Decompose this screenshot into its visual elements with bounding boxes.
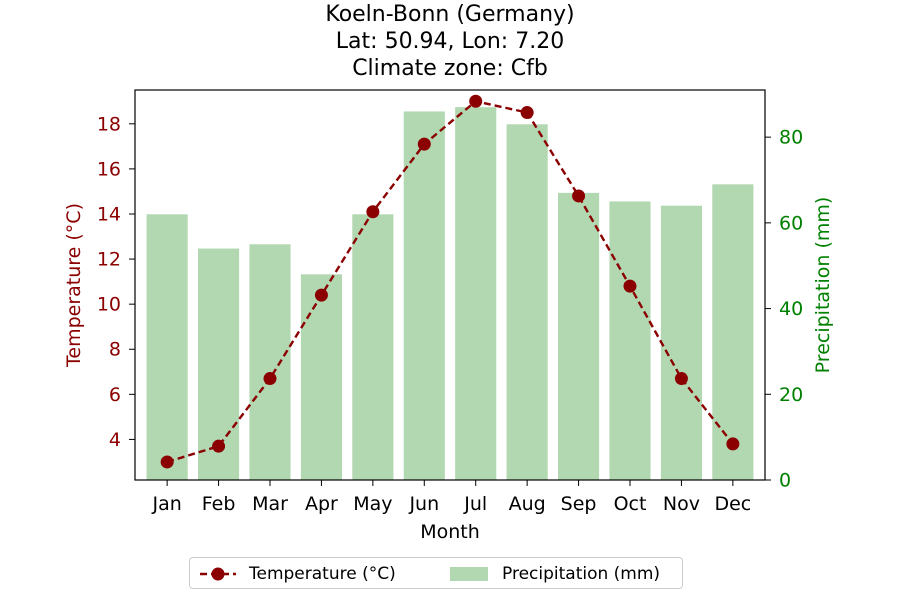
- precipitation-bar-oct: [609, 201, 651, 480]
- month-axis: Jan Feb Mar Apr May Jun Jul Aug Sep Oct Nov Dec: [151, 480, 751, 515]
- precipitation-axis: 0 20 40 60 80: [765, 127, 803, 492]
- month-tick-label-aug: Aug: [509, 493, 546, 515]
- temperature-point-aug: [520, 106, 534, 120]
- precipitation-tick-label-60: 60: [779, 212, 803, 234]
- month-tick-label-mar: Mar: [252, 493, 288, 515]
- month-tick-label-jun: Jun: [408, 493, 439, 515]
- temperature-point-may: [366, 205, 380, 219]
- temperature-tick-label-4: 4: [109, 429, 121, 451]
- precipitation-bar-mar: [249, 244, 291, 480]
- temperature-point-nov: [674, 372, 688, 386]
- month-tick-label-sep: Sep: [561, 493, 597, 515]
- precipitation-bar-jun: [403, 111, 445, 480]
- temperature-tick-label-18: 18: [97, 113, 121, 135]
- temperature-point-jun: [417, 137, 431, 151]
- chart-title-line-1: Koeln-Bonn (Germany): [325, 2, 575, 27]
- temperature-point-dec: [726, 437, 740, 451]
- chart-title-line-2: Lat: 50.94, Lon: 7.20: [335, 29, 565, 54]
- plot-frame: [134, 89, 766, 481]
- legend-precipitation-label: Precipitation (mm): [502, 564, 661, 584]
- precipitation-bar-jul: [455, 107, 497, 481]
- month-tick-label-nov: Nov: [663, 493, 700, 515]
- legend-precipitation-swatch: [450, 567, 488, 581]
- temperature-tick-label-14: 14: [97, 203, 121, 225]
- month-tick-label-jan: Jan: [151, 493, 181, 515]
- plot-border: [134, 89, 766, 481]
- month-tick-label-feb: Feb: [202, 493, 236, 515]
- temperature-point-oct: [623, 279, 637, 293]
- precipitation-tick-label-80: 80: [779, 127, 803, 149]
- temperature-point-jan: [160, 455, 174, 469]
- precipitation-bar-nov: [660, 205, 702, 480]
- temperature-tick-label-16: 16: [97, 158, 121, 180]
- precipitation-bar-jan: [146, 214, 188, 481]
- legend-temperature-label: Temperature (°C): [249, 564, 396, 584]
- precipitation-bar-dec: [712, 184, 754, 481]
- temperature-tick-label-12: 12: [97, 249, 121, 271]
- temperature-series-line: [166, 99, 734, 464]
- precipitation-tick-label-0: 0: [779, 470, 791, 492]
- y-axis-label-left: Temperature (°C): [63, 203, 85, 368]
- month-tick-label-may: May: [353, 493, 392, 515]
- legend: Temperature (°C) Precipitation (mm): [189, 557, 683, 589]
- month-tick-label-dec: Dec: [714, 493, 751, 515]
- temperature-tick-label-6: 6: [109, 384, 121, 406]
- temperature-line: [160, 94, 740, 469]
- precipitation-bars: [146, 107, 754, 481]
- precipitation-bar-apr: [300, 274, 342, 480]
- temperature-point-sep: [572, 189, 586, 203]
- temperature-axis: 4 6 8 10 12 14 16 18: [97, 113, 135, 451]
- y-axis-label-right: Precipitation (mm): [812, 197, 834, 374]
- temperature-tick-label-10: 10: [97, 294, 121, 316]
- month-tick-label-oct: Oct: [614, 493, 647, 515]
- precipitation-bar-may: [352, 214, 394, 481]
- precipitation-bar-sep: [558, 192, 600, 480]
- chart-title-line-3: Climate zone: Cfb: [352, 56, 548, 81]
- month-tick-label-jul: Jul: [463, 493, 487, 515]
- month-tick-label-apr: Apr: [305, 493, 338, 515]
- precipitation-tick-label-40: 40: [779, 298, 803, 320]
- temperature-point-feb: [212, 439, 226, 453]
- temperature-point-mar: [263, 372, 277, 386]
- precipitation-bar-aug: [506, 124, 548, 481]
- legend-temperature-marker: [200, 567, 236, 581]
- x-axis-label: Month: [420, 521, 480, 543]
- temperature-tick-label-8: 8: [109, 339, 121, 361]
- temperature-point-apr: [314, 288, 328, 302]
- precipitation-tick-label-20: 20: [779, 384, 803, 406]
- temperature-point-jul: [469, 94, 483, 108]
